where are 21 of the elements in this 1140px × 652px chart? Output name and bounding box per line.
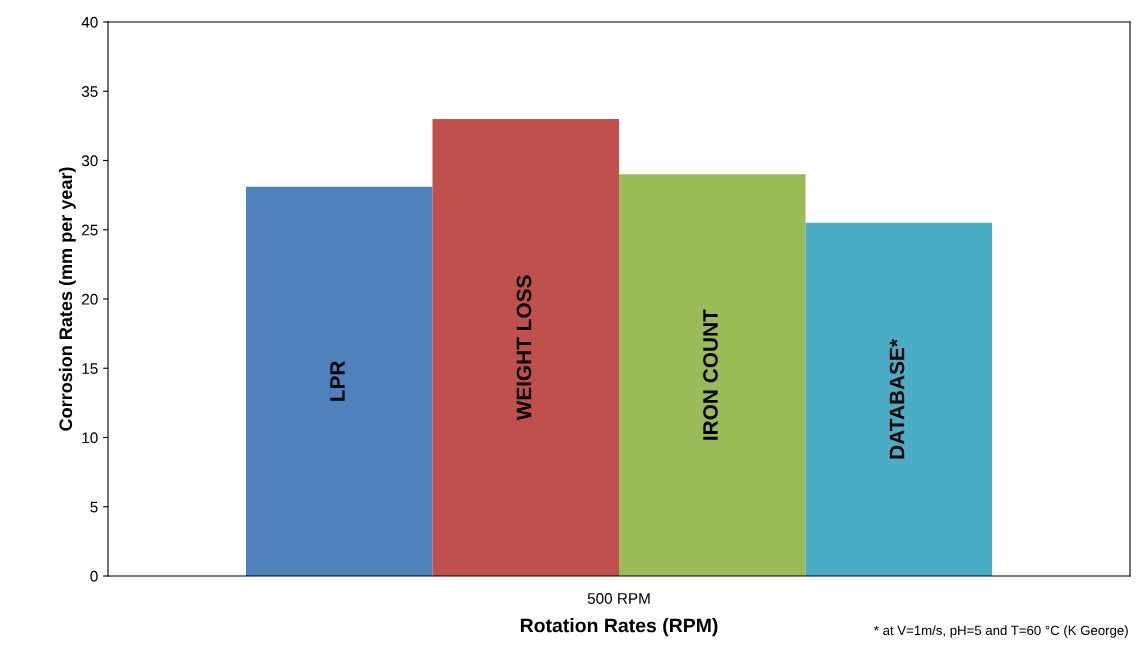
y-tick-label: 20 — [82, 293, 98, 305]
series-label: DATABASE* — [889, 339, 905, 459]
bar — [619, 174, 806, 576]
y-tick-label: 35 — [81, 86, 98, 97]
y-tick-label: 5 — [90, 501, 98, 513]
y-tick-label: 30 — [81, 155, 98, 167]
bar — [245, 186, 433, 576]
y-tick-label: 0 — [90, 570, 98, 582]
bar — [432, 118, 619, 576]
x-axis-title: Rotation Rates (RPM) — [520, 618, 718, 637]
series-label: LPR — [330, 361, 345, 401]
series-label: WEIGHT LOSS — [516, 275, 532, 421]
x-tick-label: 500 RPM — [587, 593, 650, 604]
y-tick-label: 15 — [82, 363, 98, 374]
y-tick-label: 40 — [81, 16, 98, 28]
y-tick-label: 10 — [82, 432, 98, 444]
y-axis-title: Corrosion Rates (mm per year) — [58, 167, 76, 431]
text: * at V=1m/s, pH=5 and T=60 °C (K George) — [874, 625, 1128, 638]
bar — [805, 222, 993, 576]
y-tick-label: 25 — [82, 224, 98, 236]
series-label: IRON COUNT — [703, 309, 718, 440]
